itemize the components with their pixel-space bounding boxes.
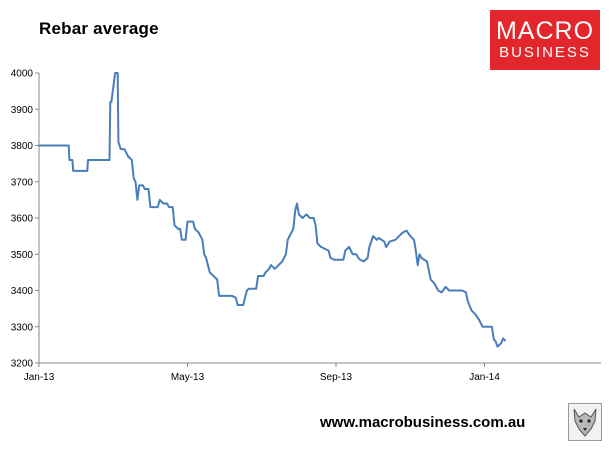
wolf-icon bbox=[568, 403, 602, 441]
x-tick-label: Jan-14 bbox=[469, 372, 500, 383]
macrobusiness-logo: MACRO BUSINESS bbox=[490, 10, 600, 70]
logo-line-1: MACRO bbox=[495, 17, 595, 45]
logo-line-2: BUSINESS bbox=[499, 44, 591, 61]
x-tick-label: May-13 bbox=[171, 372, 205, 383]
y-tick-label: 3500 bbox=[11, 250, 34, 261]
x-tick-label: Sep-13 bbox=[320, 372, 353, 383]
y-tick-label: 4000 bbox=[11, 69, 34, 80]
y-tick-label: 3600 bbox=[11, 214, 34, 225]
footer-url: www.macrobusiness.com.au bbox=[320, 414, 526, 431]
y-tick-label: 3300 bbox=[11, 322, 34, 333]
x-tick-label: Jan-13 bbox=[24, 372, 55, 383]
y-tick-label: 3900 bbox=[11, 105, 34, 116]
chart-title: Rebar average bbox=[39, 19, 159, 38]
y-tick-label: 3400 bbox=[11, 286, 34, 297]
series-line-0 bbox=[38, 72, 506, 348]
plot-area: 3200 3300 3400 3500 3600 3700 3800 3900 4000 Jan-… bbox=[11, 69, 601, 383]
y-tick-label: 3800 bbox=[11, 141, 34, 152]
y-tick-label: 3200 bbox=[11, 359, 34, 370]
y-tick-label: 3700 bbox=[11, 177, 34, 188]
